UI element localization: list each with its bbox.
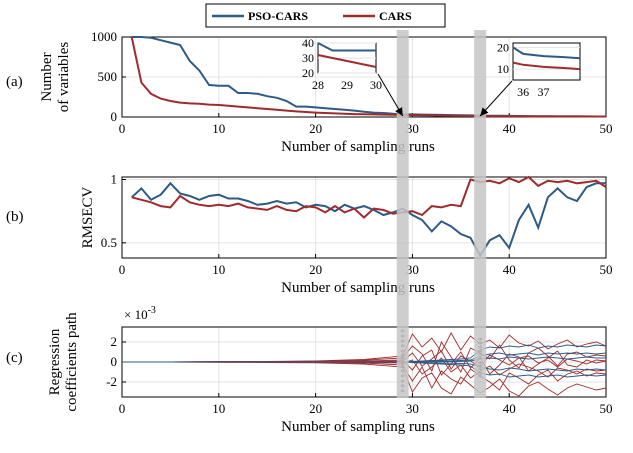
panel-c-path-cars: [122, 332, 607, 363]
inset-1-xtick-label: 28: [312, 78, 324, 92]
panel-c-ytick-label: 0: [111, 354, 118, 369]
inset-2-line-cars: [512, 61, 581, 71]
panel-b-xtick-label: 30: [406, 262, 419, 277]
panel-b: 0 10 20 30 40 50 0.5 1 Number of sampling runs RM…: [80, 172, 613, 296]
panel-a-xtick-label: 40: [503, 121, 516, 136]
panel-c-ytick-label: -2: [106, 374, 117, 389]
inset-2-arrow-head: [480, 107, 489, 116]
panel-c-ytick-label: 2: [111, 334, 118, 349]
panel-a-xtick-label: 30: [406, 121, 419, 136]
inset-1-xtick-label: 30: [370, 78, 382, 92]
panel-c-xtick-label: 20: [309, 401, 322, 416]
panel-c-xtick-label: 40: [503, 401, 516, 416]
panel-b-xtick-label: 50: [600, 262, 613, 277]
panel-c-xlabel: Number of sampling runs: [281, 419, 435, 435]
panel-b-line-pso-cars: [131, 181, 606, 258]
inset-2-ytick-label: 20: [497, 40, 509, 54]
panel-a-xtick-label: 0: [119, 121, 126, 136]
panel-a-ytick-label: 0: [111, 109, 118, 124]
highlight-bands: [396, 30, 487, 398]
inset-1-line-pso-cars: [317, 42, 376, 52]
panel-b-xtick-label: 10: [212, 262, 225, 277]
panel-c-xtick-label: 50: [600, 401, 613, 416]
inset-1-ytick-label: 30: [302, 51, 314, 65]
panel-c-ylabel: Regressioncoefficients path: [47, 312, 80, 412]
inset-2-xtick-label: 37: [537, 85, 549, 99]
legend: PSO-CARS CARS: [205, 3, 446, 28]
inset-2-xtick-label: 36: [517, 85, 529, 99]
panel-b-xtick-label: 20: [309, 262, 322, 277]
inset-1-ytick-label: 20: [302, 66, 314, 80]
panel-label-a: (a): [6, 74, 23, 90]
panel-label-c: (c): [6, 350, 23, 366]
inset-1-arrow-head: [395, 107, 403, 116]
panel-c-xtick-label: 30: [406, 401, 419, 416]
legend-label-cars: CARS: [379, 9, 412, 23]
panel-a-line-cars: [130, 36, 606, 118]
legend-label-pso-cars: PSO-CARS: [248, 9, 308, 23]
legend-box: [205, 3, 446, 28]
panel-c-xtick-label: 10: [212, 401, 225, 416]
panel-a-xlabel: Number of sampling runs: [281, 139, 435, 155]
inset-1-line-cars: [317, 54, 377, 68]
panel-b-xtick-label: 0: [119, 262, 126, 277]
inset-1-ytick-label: 40: [302, 36, 314, 50]
inset-2-ytick-label: 10: [497, 62, 509, 76]
panel-b-frame: [121, 176, 607, 259]
panel-b-ylabel: RMSECV: [80, 186, 96, 248]
panel-c-multiplier: × 10-3: [124, 305, 156, 322]
panel-a-ytick-label: 500: [98, 69, 118, 84]
highlight-band-run-29: [396, 30, 409, 398]
panel-c-xtick-label: 0: [119, 401, 126, 416]
highlight-band-run-37: [474, 30, 487, 398]
panel-a-ylabel: Numberof variables: [39, 42, 72, 113]
inset-2-line-pso-cars: [512, 46, 581, 60]
panel-b-ytick-label: 1: [111, 172, 118, 187]
panel-a-xtick-label: 10: [212, 121, 225, 136]
inset-1-xtick-label: 29: [341, 78, 353, 92]
panel-a-ytick-label: 1000: [91, 29, 117, 44]
panel-b-xlabel: Number of sampling runs: [281, 280, 435, 296]
panel-label-b: (b): [6, 209, 24, 225]
panel-a-xtick-label: 20: [309, 121, 322, 136]
panel-a-xtick-label: 50: [600, 121, 613, 136]
inset-2-frame: [512, 42, 581, 81]
panel-b-xtick-label: 40: [503, 262, 516, 277]
panel-b-line-cars: [131, 175, 607, 219]
inset-1-arrow-line: [377, 73, 404, 117]
panel-b-ytick-label: 0.5: [101, 235, 117, 250]
